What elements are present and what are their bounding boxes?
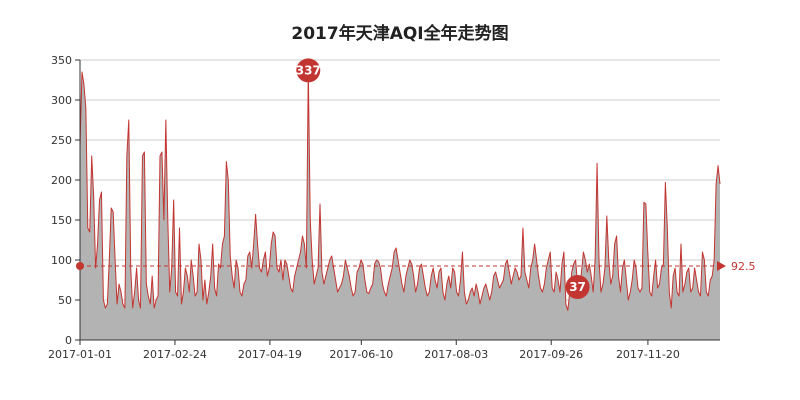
extreme-markpoints: 337 37 [296, 58, 590, 299]
aqi-area-fill [80, 70, 720, 341]
axis-layer [79, 60, 720, 341]
min-markpoint-pin [565, 275, 590, 299]
y-tick-label: 0 [65, 334, 72, 347]
y-tick-label: 200 [51, 174, 72, 187]
x-tick-label: 2017-04-19 [238, 348, 302, 361]
x-tick-label: 2017-08-03 [424, 348, 488, 361]
x-tick-label: 2017-09-26 [519, 348, 583, 361]
y-tick-label: 50 [58, 294, 72, 307]
x-tick-label: 2017-02-24 [143, 348, 207, 361]
chart-title: 2017年天津AQI全年走势图 [291, 23, 508, 44]
grid-layer [80, 59, 720, 301]
x-tick-label: 2017-01-01 [48, 348, 112, 361]
max-markpoint-label: 337 [296, 63, 321, 77]
min-markpoint-label: 37 [569, 280, 586, 294]
aqi-series-line [79, 69, 721, 311]
y-tick-label: 150 [51, 214, 72, 227]
y-tick-label: 100 [51, 254, 72, 267]
x-tick-label: 2017-06-10 [329, 348, 393, 361]
y-tick-label: 300 [51, 94, 72, 107]
average-line-start-dot [76, 262, 84, 270]
average-markline: 92.5 [76, 260, 756, 273]
average-line-label: 92.5 [731, 260, 756, 273]
line-layer [79, 69, 721, 311]
x-tick-label: 2017-11-20 [616, 348, 680, 361]
max-markpoint-pin [296, 58, 321, 83]
y-axis-ticks: 0 50 100 150 200 250 300 350 [51, 54, 80, 347]
y-tick-label: 250 [51, 134, 72, 147]
area-layer [80, 70, 720, 341]
average-line-arrow [717, 261, 726, 271]
x-axis-ticks: 2017-01-01 2017-02-24 2017-04-19 2017-06-10… [48, 340, 680, 361]
y-tick-label: 350 [51, 54, 72, 67]
